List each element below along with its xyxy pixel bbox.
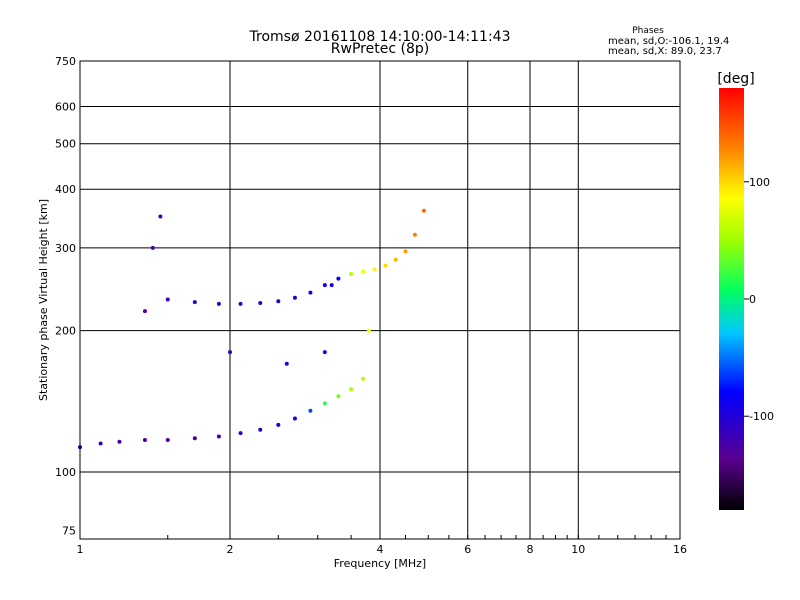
x-tick-label: 8 — [527, 543, 534, 556]
data-point — [258, 427, 263, 432]
x-axis-label: Frequency [MHz] — [334, 557, 426, 570]
data-point — [258, 300, 263, 305]
grid-lines — [80, 61, 680, 539]
data-point — [412, 232, 417, 237]
colorbar-ticks: 100 0 -100 — [744, 176, 774, 423]
data-point — [308, 290, 313, 295]
stats-header: Phases — [632, 26, 664, 36]
data-point — [238, 301, 243, 306]
y-tick-label: 200 — [55, 325, 76, 338]
data-point — [165, 297, 170, 302]
y-tick-label: 500 — [55, 138, 76, 151]
x-tick-label: 6 — [464, 543, 471, 556]
data-point — [216, 434, 221, 439]
data-point — [336, 394, 341, 399]
data-point — [238, 431, 243, 436]
y-tick-label: 75 — [62, 525, 76, 538]
data-point — [192, 300, 197, 305]
data-point — [403, 249, 408, 254]
data-point — [421, 208, 426, 213]
data-point — [276, 299, 281, 304]
colorbar-tick-label: 100 — [749, 176, 770, 189]
data-point — [117, 439, 122, 444]
x-tick-label: 2 — [227, 543, 234, 556]
data-point — [276, 422, 281, 427]
y-tick-label: 100 — [55, 466, 76, 479]
x-tick-label: 4 — [377, 543, 384, 556]
data-point — [329, 283, 334, 288]
data-point — [336, 276, 341, 281]
y-tick-label: 750 — [55, 55, 76, 68]
data-point — [98, 441, 103, 446]
data-point — [142, 437, 147, 442]
axis-ticks: 1 2 4 6 8 10 16 75 100 200 300 400 500 600 750 — [55, 55, 687, 556]
data-point — [383, 263, 388, 268]
x-tick-label: 16 — [673, 543, 687, 556]
data-point — [361, 269, 366, 274]
data-point — [349, 271, 354, 276]
data-point — [142, 309, 147, 314]
colorbar-label: [deg] — [717, 71, 754, 87]
y-tick-label: 400 — [55, 183, 76, 196]
x-tick-label: 1 — [77, 543, 84, 556]
chart-subtitle: RwPretec (8p) — [331, 41, 429, 57]
y-axis-label: Stationary phase Virtual Height [km] — [37, 199, 50, 401]
data-point — [322, 283, 327, 288]
data-point — [292, 295, 297, 300]
data-point — [308, 408, 313, 413]
y-tick-label: 600 — [55, 101, 76, 114]
y-tick-label: 300 — [55, 242, 76, 255]
data-point — [322, 401, 327, 406]
data-point — [322, 350, 327, 355]
data-point — [216, 301, 221, 306]
data-point — [284, 361, 289, 366]
data-point — [366, 328, 371, 333]
data-point — [165, 437, 170, 442]
plot-frame — [79, 60, 681, 540]
chart-title: Tromsø 20161108 14:10:00-14:11:43 — [249, 29, 511, 45]
data-point — [349, 387, 354, 392]
colorbar — [719, 88, 744, 510]
stats-line-o: mean, sd,O:-106.1, 19.4 — [608, 36, 729, 47]
data-point — [158, 214, 163, 219]
data-point — [192, 436, 197, 441]
colorbar-tick-label: -100 — [749, 410, 774, 423]
data-point — [292, 416, 297, 421]
data-point — [228, 350, 232, 355]
data-point — [150, 245, 155, 250]
stats-line-x: mean, sd,X: 89.0, 23.7 — [608, 46, 722, 57]
x-tick-label: 10 — [571, 543, 585, 556]
data-points — [78, 208, 426, 450]
data-point — [372, 267, 377, 272]
data-point — [393, 257, 398, 262]
data-point — [361, 376, 366, 381]
colorbar-tick-label: 0 — [749, 293, 756, 306]
